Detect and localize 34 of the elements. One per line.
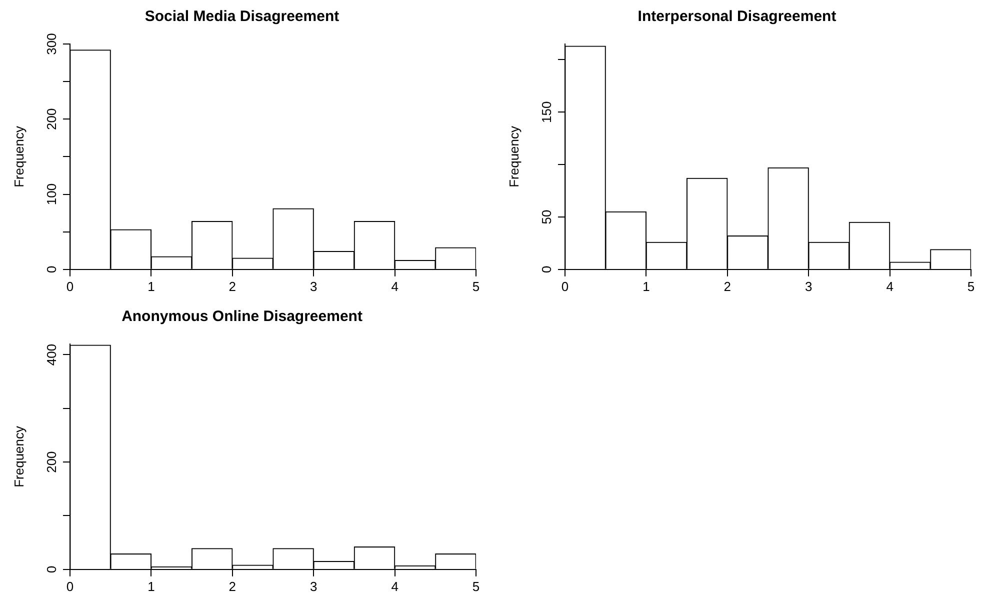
x-tick-label: 1 (642, 278, 650, 294)
y-tick-label: 100 (44, 183, 60, 206)
chart-title: Interpersonal Disagreement (638, 8, 836, 26)
x-tick-label: 3 (804, 278, 812, 294)
x-tick-label: 5 (967, 278, 975, 294)
x-tick-label: 4 (391, 578, 398, 594)
x-tick-label: 5 (472, 278, 480, 294)
y-tick-label: 300 (44, 33, 60, 55)
x-tick-label: 5 (472, 578, 480, 594)
y-tick-label: 200 (44, 451, 60, 473)
x-tick-label: 1 (148, 278, 155, 294)
y-tick-label: 200 (44, 108, 60, 130)
y-tick-label: 0 (44, 566, 60, 574)
y-tick-label: 50 (539, 210, 554, 224)
x-tick-label: 3 (310, 278, 318, 294)
x-tick-label: 4 (391, 278, 398, 294)
y-tick-label: 400 (44, 344, 60, 366)
chart-title: Anonymous Online Disagreement (122, 308, 362, 326)
x-tick-label: 2 (228, 278, 236, 294)
x-tick-label: 2 (228, 578, 236, 594)
y-tick-label: 0 (539, 266, 554, 274)
x-tick-label: 0 (66, 278, 74, 294)
y-axis-title: Frequency (506, 125, 522, 188)
x-tick-label: 1 (148, 578, 155, 594)
x-tick-label: 0 (561, 278, 569, 294)
y-tick-label: 150 (539, 101, 554, 123)
y-axis-title: Frequency (11, 125, 26, 188)
x-tick-label: 2 (724, 278, 732, 294)
y-tick-label: 0 (44, 266, 60, 274)
y-axis-title: Frequency (11, 425, 26, 488)
x-tick-label: 3 (310, 578, 318, 594)
x-tick-label: 0 (66, 578, 74, 594)
chart-title: Social Media Disagreement (144, 8, 340, 26)
x-tick-label: 4 (886, 278, 894, 294)
